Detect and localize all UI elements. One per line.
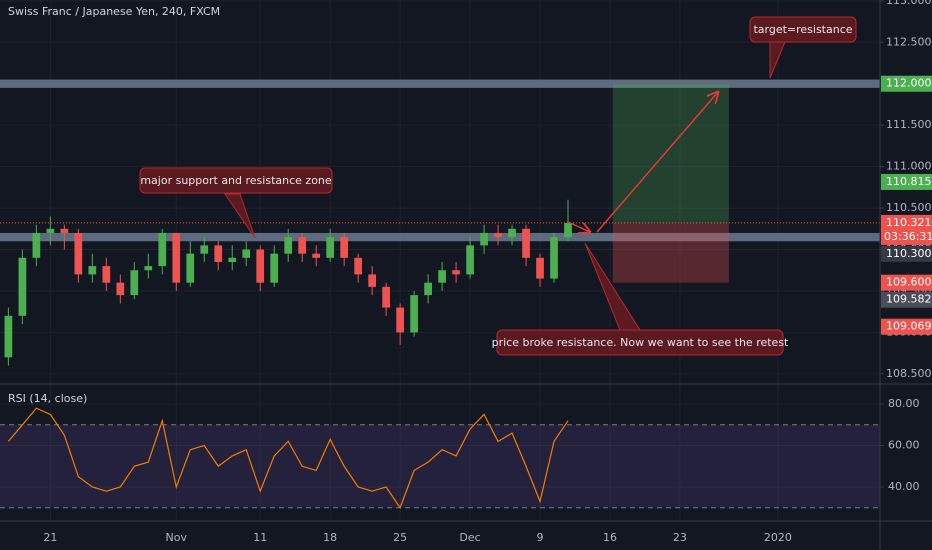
y-tick-label: 40.00: [888, 480, 920, 493]
callout-text: major support and resistance zone: [140, 174, 332, 187]
retest-arrow: [567, 221, 590, 232]
y-tick-label: 112.500: [886, 35, 932, 48]
callout-box: [139, 167, 333, 194]
candle-body: [340, 237, 349, 258]
candle-body: [466, 245, 474, 275]
loss-zone: [612, 222, 729, 283]
price-tag-label: 110.300: [886, 247, 932, 260]
candle-body: [186, 253, 195, 283]
candle-body: [242, 249, 251, 258]
rsi-line: [7, 407, 569, 510]
callout-text: target=resistance: [753, 23, 852, 36]
candle-body: [410, 295, 418, 333]
candle-body: [158, 232, 167, 267]
price-tag-label: 109.600: [886, 276, 932, 289]
candle-body: [452, 270, 460, 275]
profit-zone: [612, 83, 729, 223]
candle-body: [130, 270, 139, 296]
y-tick-label: 113.000: [886, 0, 932, 7]
candle-body: [298, 237, 307, 254]
candle-body: [494, 232, 502, 238]
price-tag: [881, 318, 932, 335]
candle-body: [396, 307, 404, 333]
x-tick-label: 18: [323, 531, 337, 544]
callout-box: [496, 329, 784, 356]
candle-body: [424, 282, 432, 296]
candle-body: [564, 223, 572, 238]
x-tick-label: 11: [253, 531, 267, 544]
candle-body: [256, 249, 265, 283]
price-tag: [881, 173, 932, 190]
x-tick-label: 16: [603, 531, 617, 544]
candle-body: [284, 237, 293, 254]
zone: [0, 232, 880, 242]
candle-body: [4, 315, 13, 358]
candle-body: [382, 286, 390, 308]
x-tick-label: 9: [537, 531, 544, 544]
trend-arrow: [596, 92, 718, 233]
candle-body: [200, 245, 209, 254]
price-tag: [881, 245, 932, 262]
candle-body: [326, 237, 335, 258]
candle-body: [480, 232, 488, 246]
y-tick-label: 110.500: [886, 201, 932, 214]
price-tag-label: 110.815: [886, 175, 932, 188]
price-tag-label: 109.582: [886, 293, 932, 306]
y-tick-label: 60.00: [888, 439, 920, 452]
rsi-band: [0, 424, 880, 508]
candle-body: [354, 257, 363, 275]
price-tag: [881, 75, 932, 92]
candle-body: [102, 266, 111, 283]
candle-body: [60, 228, 69, 233]
zone: [0, 79, 880, 88]
countdown: 03:36:31: [884, 230, 932, 243]
x-tick-label: 23: [673, 531, 687, 544]
candle-body: [312, 253, 321, 258]
price-tag: [881, 214, 932, 245]
candle-body: [88, 266, 97, 275]
candle-body: [522, 228, 530, 258]
y-tick-label: 111.500: [886, 118, 932, 131]
candle-body: [550, 237, 558, 279]
y-tick-label: 80.00: [888, 397, 920, 410]
price-pane: [0, 79, 880, 366]
candle-body: [46, 228, 55, 233]
candle-body: [536, 257, 544, 279]
x-tick-label: Nov: [166, 531, 188, 544]
candle-body: [144, 266, 153, 271]
callout-text: price broke resistance. Now we want to s…: [492, 336, 789, 349]
price-tag: [881, 291, 932, 308]
y-tick-label: 111.000: [886, 160, 932, 173]
price-tag-label: 109.069: [886, 320, 932, 333]
x-tick-label: 25: [393, 531, 407, 544]
callout-box: [749, 16, 857, 43]
price-tag-label: 112.000: [886, 77, 932, 90]
candle-body: [228, 257, 237, 262]
candle-body: [116, 282, 125, 296]
candle-body: [74, 232, 83, 275]
rsi-pane: [0, 407, 880, 510]
candle-body: [270, 253, 279, 283]
price-tag: [881, 274, 932, 291]
y-tick-label: 108.500: [886, 367, 932, 380]
candle-body: [368, 274, 376, 287]
rsi-title: RSI (14, close): [8, 392, 87, 405]
candle-body: [172, 232, 181, 283]
candle-body: [18, 257, 27, 316]
candle-body: [214, 245, 223, 262]
chart-title: Swiss Franc / Japanese Yen, 240, FXCM: [8, 5, 220, 18]
x-tick-label: 2020: [764, 531, 792, 544]
x-tick-label: Dec: [459, 531, 480, 544]
x-tick-label: 21: [43, 531, 57, 544]
callout-tail: [224, 193, 256, 239]
price-tag-label: 110.321: [886, 216, 932, 229]
drawings: target=resistance major support and resis…: [139, 16, 857, 356]
candle-body: [438, 270, 446, 283]
candle-body: [508, 228, 516, 238]
axes: 108.500109.000109.500110.000110.500111.0…: [43, 0, 932, 544]
candle-body: [32, 232, 41, 258]
